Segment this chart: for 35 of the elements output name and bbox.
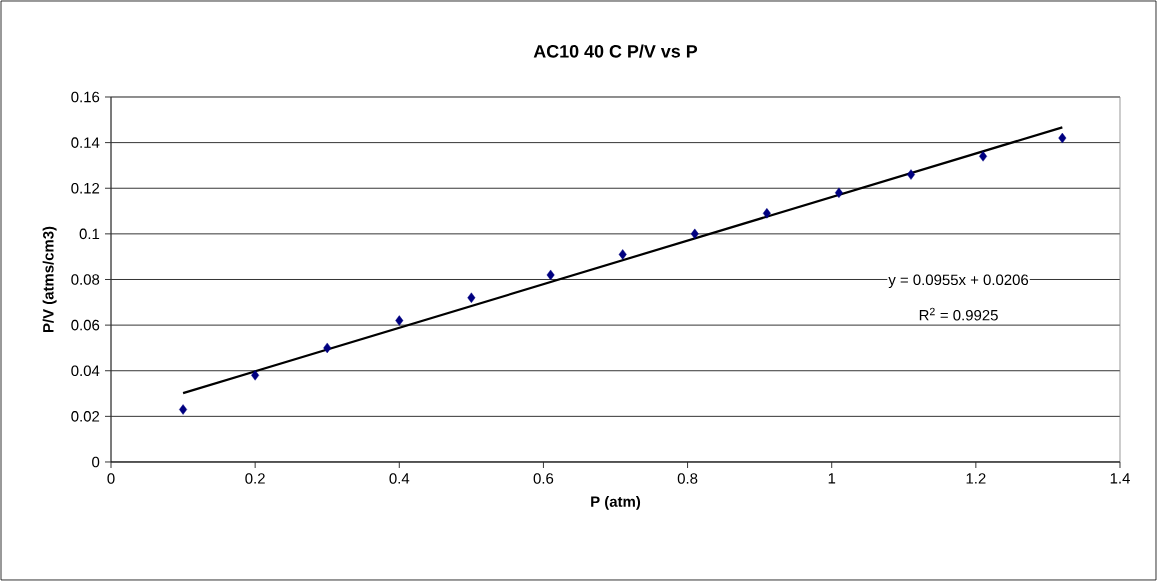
point xyxy=(467,292,476,303)
y-tick-label: 0.08 xyxy=(71,274,100,285)
point xyxy=(179,404,188,415)
point xyxy=(979,151,988,162)
point xyxy=(323,342,332,354)
x-axis-title: P (atm) xyxy=(591,495,641,510)
point xyxy=(907,169,915,180)
point xyxy=(762,208,771,219)
point xyxy=(834,187,843,198)
x-tick-label: 0 xyxy=(107,473,115,484)
y-tick-label: 0 xyxy=(92,456,100,468)
x-tick-label: 1 xyxy=(828,473,836,484)
x-tick-label: 0.8 xyxy=(677,473,698,484)
y-tick-label: 0.1 xyxy=(79,228,100,240)
point xyxy=(251,370,260,381)
x-tick-label: 1.2 xyxy=(966,473,986,484)
y-tick-label: 0.06 xyxy=(71,319,100,331)
point xyxy=(1058,132,1067,144)
y-axis-title: P/V (atms/cm3) xyxy=(42,226,57,333)
y-tick-label: 0.16 xyxy=(71,91,100,103)
y-tick-label: 0.02 xyxy=(71,411,100,422)
y-tick-label: 0.04 xyxy=(71,365,100,377)
point xyxy=(690,228,699,240)
y-tick-label: 0.14 xyxy=(71,137,100,148)
annotation: y = 0.0955x + 0.0206 xyxy=(888,274,1029,289)
point xyxy=(395,315,404,326)
point xyxy=(618,249,627,260)
x-tick-label: 0.4 xyxy=(389,473,410,484)
x-tick-label: 0.2 xyxy=(245,473,265,484)
chart-title: AC10 40 C P/V vs P xyxy=(533,44,698,58)
y-tick-label: 0.12 xyxy=(71,182,100,194)
annotation: R$^{2}$ = 0.9925 xyxy=(919,307,998,321)
x-tick-label: 0.6 xyxy=(533,473,554,484)
x-tick-label: 1.4 xyxy=(1110,473,1130,484)
point xyxy=(546,269,555,281)
